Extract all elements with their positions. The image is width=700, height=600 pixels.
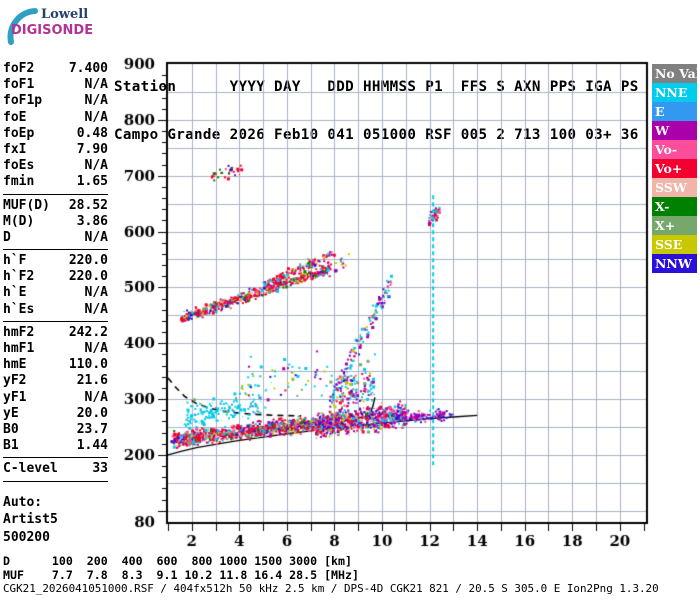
muf-row: MUF 7.7 7.8 8.3 9.1 10.2 11.8 16.4 28.5 …: [3, 567, 359, 582]
file-info-row: CGK21_2026041051000.RSF / 404fx512h 50 k…: [3, 582, 659, 595]
legend-item-vo-: Vo-: [652, 140, 697, 159]
legend-item-w: W: [652, 121, 697, 140]
legend-item-x+: X+: [652, 216, 697, 235]
legend-item-nne: NNE: [652, 83, 697, 102]
direction-color-legend: No Val NNE E W Vo- Vo+ SSW X- X+ SSE NNW: [652, 64, 697, 273]
legend-item-sse: SSE: [652, 235, 697, 254]
legend-item-vo+: Vo+: [652, 159, 697, 178]
legend-item-nnw: NNW: [652, 254, 697, 273]
legend-item-ssw: SSW: [652, 178, 697, 197]
distance-row: D 100 200 400 600 800 1000 1500 3000 [km…: [3, 554, 353, 568]
legend-item-x-: X-: [652, 197, 697, 216]
bottom-info-block: D 100 200 400 600 800 1000 1500 3000 [km…: [3, 554, 659, 595]
legend-item-e: E: [652, 102, 697, 121]
legend-item-noval: No Val: [652, 64, 697, 83]
